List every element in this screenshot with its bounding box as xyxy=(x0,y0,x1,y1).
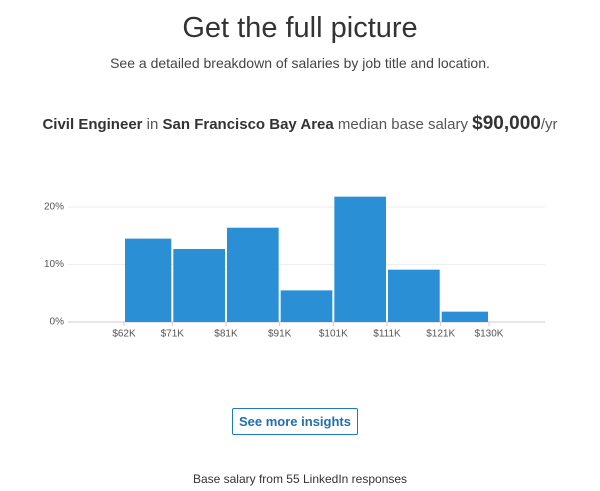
x-tick-label: $121K xyxy=(426,329,455,340)
y-tick-label: 10% xyxy=(44,259,64,270)
x-tick-label: $91K xyxy=(268,329,292,340)
bar xyxy=(125,238,172,322)
label: median base salary xyxy=(337,116,468,133)
bar xyxy=(441,311,488,322)
bar xyxy=(226,227,279,322)
x-tick-label: $101K xyxy=(319,329,348,340)
x-tick-label: $62K xyxy=(112,329,136,340)
location: San Francisco Bay Area xyxy=(162,116,334,133)
bar xyxy=(280,290,333,322)
x-tick-label: $71K xyxy=(161,329,185,340)
y-tick-label: 0% xyxy=(50,317,65,328)
unit: /yr xyxy=(540,116,558,133)
job: Civil Engineer xyxy=(42,116,143,133)
x-tick-label: $111K xyxy=(373,329,401,340)
x-tick-label: $130K xyxy=(475,329,504,340)
salary: $90,000 xyxy=(472,113,541,134)
footer: Base salary from 55 LinkedIn responses xyxy=(192,472,408,486)
button[interactable]: See more insights xyxy=(232,408,358,435)
y-tick-label: 20% xyxy=(44,202,64,213)
in: in xyxy=(146,116,159,133)
x-tick-label: $81K xyxy=(214,329,238,340)
bar xyxy=(173,248,225,322)
bar xyxy=(388,269,440,322)
subtitle: See a detailed breakdown of salaries by … xyxy=(110,55,490,71)
bar xyxy=(334,196,387,322)
headline: Civil Engineer in San Francisco Bay Area… xyxy=(0,113,600,135)
title: Get the full picture xyxy=(182,12,418,44)
